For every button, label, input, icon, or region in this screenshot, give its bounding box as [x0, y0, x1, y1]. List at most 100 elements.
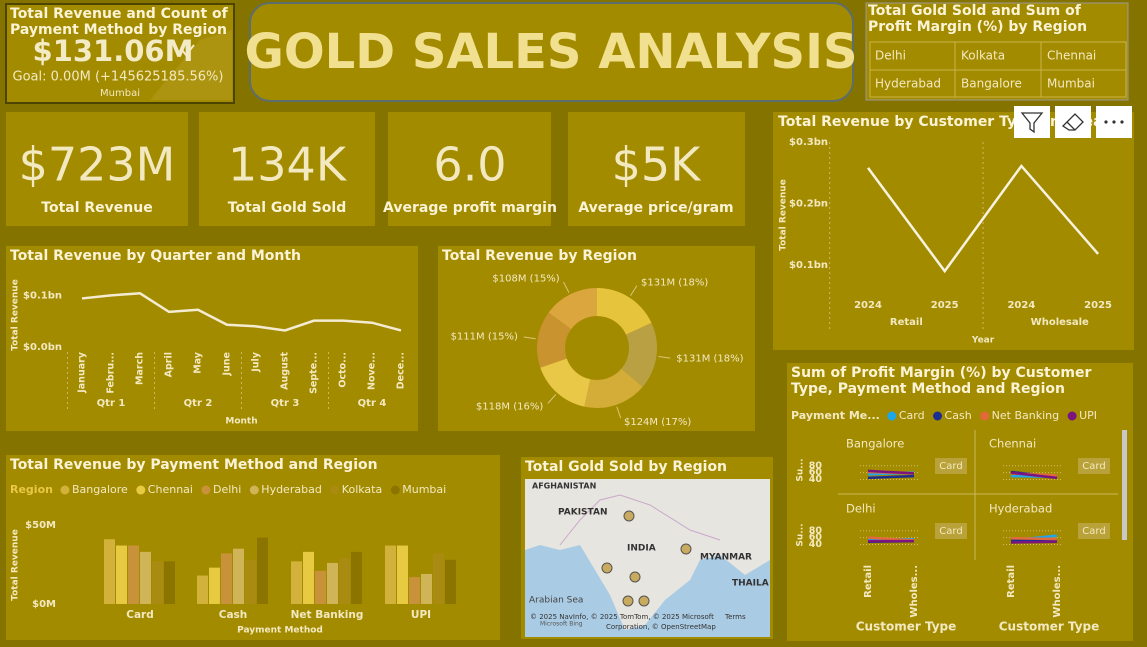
x-tick-label: May — [193, 351, 204, 374]
y-tick-label: 80 — [809, 525, 823, 536]
donut-slice — [548, 288, 597, 330]
card-value: $723M — [19, 138, 176, 192]
card-panel — [6, 112, 188, 226]
slicer-item[interactable]: Chennai — [1047, 49, 1096, 63]
legend-swatch — [201, 485, 211, 495]
bar — [164, 561, 175, 604]
map-bubble — [638, 595, 650, 607]
card-panel — [568, 112, 745, 226]
chart-title: Total Revenue by Quarter and Month — [10, 248, 301, 264]
annotation-box — [935, 458, 967, 474]
legend-entry: Delhi — [213, 483, 241, 496]
clear-button[interactable] — [1055, 106, 1091, 138]
data-label: $131M (18%) — [676, 354, 743, 365]
x-tick-label: June — [222, 352, 233, 377]
dashboard-title: GOLD SALES ANALYSIS — [244, 24, 857, 80]
kpi-title: Total Revenue and Count of Payment Metho… — [10, 6, 228, 38]
y-tick-label: $0.2bn — [789, 199, 828, 210]
legend-entry: Mumbai — [402, 483, 446, 496]
kpi-check-icon — [181, 44, 195, 57]
map-label: AFGHANISTAN — [532, 482, 596, 491]
x-tick-label: 2024 — [854, 300, 882, 311]
x-tick-label: April — [164, 352, 175, 377]
line-series — [81, 291, 402, 332]
x-axis-title: Year — [971, 336, 995, 346]
y-tick-label: $0.3bn — [789, 137, 828, 148]
slicer-item[interactable]: Bangalore — [961, 77, 1022, 91]
y-tick-label: 80 — [809, 460, 823, 471]
legend-entry: Hyderabad — [261, 483, 322, 496]
legend-swatch — [887, 411, 897, 421]
legend-entry: Kolkata — [342, 483, 382, 496]
chart-panel — [6, 246, 418, 431]
chart-title: Sum of Profit Margin (%) by Customer Typ… — [791, 365, 1092, 397]
card-label: Total Revenue — [41, 200, 152, 216]
bar — [291, 561, 302, 604]
annotation: Card — [1082, 461, 1105, 472]
data-label: $111M (15%) — [451, 331, 518, 342]
legend-entry: Card — [899, 409, 925, 422]
bar — [128, 545, 139, 604]
legend-swatch — [60, 485, 70, 495]
x-axis-title: Month — [225, 417, 257, 427]
slicer-title: Total Gold Sold and Sum of Profit Margin… — [868, 3, 1088, 35]
bar — [339, 558, 350, 604]
data-label: $131M (18%) — [641, 277, 708, 288]
leader-line — [616, 406, 622, 419]
bar — [152, 561, 163, 604]
more-options-button[interactable] — [1096, 106, 1132, 138]
x-tick-label: March — [135, 352, 146, 385]
filter-button[interactable] — [1014, 106, 1050, 138]
y-tick-label: $0M — [32, 599, 56, 610]
x-tick-label: January — [77, 351, 88, 394]
donut-slice — [540, 358, 591, 407]
card-value: $5K — [612, 138, 703, 192]
map-terms[interactable]: Terms — [724, 613, 746, 621]
legend-swatch — [249, 485, 259, 495]
bar — [104, 539, 115, 604]
annotation: Card — [939, 526, 962, 537]
card-label: Average profit margin — [383, 200, 557, 216]
slicer-item[interactable]: Delhi — [875, 49, 906, 63]
bar — [315, 570, 326, 604]
bar — [433, 553, 444, 604]
x-tick-label: Retail — [863, 565, 874, 598]
map-label: MYANMAR — [700, 553, 752, 563]
donut-slice — [584, 368, 643, 408]
slicer-item[interactable]: Hyderabad — [875, 77, 941, 91]
annotation: Card — [939, 461, 962, 472]
slicer-item[interactable]: Mumbai — [1047, 77, 1095, 91]
data-label: $118M (16%) — [476, 401, 543, 412]
panel-title: Delhi — [846, 502, 876, 516]
y-tick-label: $0.1bn — [789, 260, 828, 271]
bar — [233, 548, 244, 604]
kpi-value: $131.06M — [33, 34, 194, 68]
map-label: PAKISTAN — [558, 508, 607, 518]
x-tick-label: August — [280, 352, 291, 390]
map-label: INDIA — [627, 544, 656, 554]
legend-swatch — [933, 411, 943, 421]
card-value: 134K — [228, 138, 348, 192]
x-tick-label: UPI — [411, 609, 431, 621]
title-panel — [249, 2, 854, 102]
legend-swatch — [136, 485, 146, 495]
legend-swatch — [390, 485, 400, 495]
slicer-panel — [865, 2, 1129, 101]
slicer-item[interactable]: Kolkata — [961, 49, 1005, 63]
bar — [209, 567, 220, 604]
bar — [116, 545, 127, 604]
bar — [385, 545, 396, 604]
bar — [303, 551, 314, 604]
scrollbar — [1122, 430, 1127, 540]
y-axis-title: Su... — [796, 458, 806, 481]
annotation-box — [935, 523, 967, 539]
x-tick-label: Octo... — [338, 352, 349, 388]
x-tick-label: Retail — [1006, 565, 1017, 598]
x-tick-label: 2025 — [931, 300, 959, 311]
data-label: $108M (15%) — [492, 273, 559, 284]
x-group-label: Qtr 2 — [184, 398, 213, 409]
y-tick-label: 60 — [809, 467, 823, 478]
x-tick-label: Septe... — [309, 352, 320, 394]
bar — [445, 559, 456, 604]
